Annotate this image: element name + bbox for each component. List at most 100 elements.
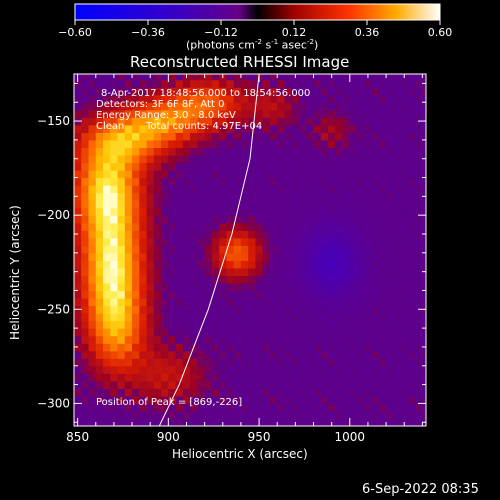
heatmap-cell xyxy=(313,260,322,269)
heatmap-cell xyxy=(277,388,286,397)
heatmap-cell xyxy=(335,335,344,344)
heatmap-cell xyxy=(378,87,387,96)
heatmap-cell xyxy=(298,109,307,118)
heatmap-cell xyxy=(371,154,380,164)
heatmap-cell xyxy=(393,313,402,322)
heatmap-cell xyxy=(240,74,249,81)
heatmap-cell xyxy=(248,365,257,374)
heatmap-cell xyxy=(342,403,351,412)
heatmap-cell xyxy=(269,305,278,314)
heatmap-cell xyxy=(81,215,90,224)
heatmap-cell xyxy=(298,154,307,164)
heatmap-cell xyxy=(386,109,394,118)
heatmap-cell xyxy=(146,237,155,246)
heatmap-cell xyxy=(306,154,315,164)
heatmap-cell xyxy=(88,170,97,179)
heatmap-cell xyxy=(233,162,242,171)
heatmap-cell xyxy=(103,109,111,118)
heatmap-cell xyxy=(313,124,322,133)
heatmap-cell xyxy=(407,154,416,164)
heatmap-cell xyxy=(139,410,148,420)
heatmap-cell xyxy=(95,79,104,88)
heatmap-cell xyxy=(219,139,228,149)
heatmap-cell xyxy=(233,418,242,426)
heatmap-cell xyxy=(139,418,148,426)
heatmap-cell xyxy=(74,275,82,284)
heatmap-cell xyxy=(269,154,278,164)
heatmap-cell xyxy=(298,124,307,133)
heatmap-cell xyxy=(269,237,278,246)
heatmap-cell xyxy=(313,109,322,118)
heatmap-cell xyxy=(393,298,402,307)
heatmap-cell xyxy=(219,275,228,284)
heatmap-cell xyxy=(211,328,220,337)
heatmap-cell xyxy=(342,154,351,164)
heatmap-cell xyxy=(226,94,235,103)
heatmap-cell xyxy=(139,177,148,186)
heatmap-cell xyxy=(81,395,90,405)
heatmap-cell xyxy=(248,177,257,186)
heatmap-cell xyxy=(204,222,213,231)
heatmap-cell xyxy=(248,162,257,171)
heatmap-cell xyxy=(400,162,409,171)
heatmap-cell xyxy=(415,267,423,277)
heatmap-cell xyxy=(291,177,300,186)
heatmap-cell xyxy=(204,200,213,209)
heatmap-cell xyxy=(415,282,423,292)
heatmap-cell xyxy=(139,373,148,382)
heatmap-cell xyxy=(248,298,257,307)
heatmap-cell xyxy=(74,177,82,186)
heatmap-cell xyxy=(153,305,162,314)
heatmap-cell xyxy=(364,260,373,269)
heatmap-cell xyxy=(371,282,380,292)
heatmap-cell xyxy=(335,94,344,103)
heatmap-cell xyxy=(233,124,242,133)
heatmap-cell xyxy=(320,252,329,261)
heatmap-cell xyxy=(306,245,315,254)
heatmap-cell xyxy=(262,358,271,367)
heatmap-cell xyxy=(219,222,228,231)
heatmap-cell xyxy=(269,298,278,307)
heatmap-cell xyxy=(291,252,300,261)
heatmap-cell xyxy=(298,380,307,389)
heatmap-cell xyxy=(139,388,148,397)
heatmap-cell xyxy=(342,139,351,149)
heatmap-cell xyxy=(277,215,286,224)
heatmap-cell xyxy=(81,147,90,156)
heatmap-cell xyxy=(335,207,344,216)
heatmap-cell xyxy=(262,162,271,171)
heatmap-cell xyxy=(197,388,206,397)
heatmap-cell xyxy=(255,365,264,374)
heatmap-cell xyxy=(153,267,162,277)
heatmap-cell xyxy=(284,410,293,420)
heatmap-cell xyxy=(168,365,177,374)
heatmap-cell xyxy=(342,395,351,405)
heatmap-cell xyxy=(211,139,220,149)
heatmap-cell xyxy=(219,410,228,420)
heatmap-cell xyxy=(81,335,90,344)
heatmap-cell xyxy=(117,230,126,239)
heatmap-cell xyxy=(161,222,169,231)
heatmap-cell xyxy=(386,380,394,389)
heatmap-cell xyxy=(320,230,329,239)
heatmap-cell xyxy=(197,260,206,269)
heatmap-cell xyxy=(371,380,380,389)
heatmap-cell xyxy=(386,230,394,239)
heatmap-cell xyxy=(139,222,148,231)
heatmap-cell xyxy=(284,147,293,156)
heatmap-cell xyxy=(168,373,177,382)
heatmap-cell xyxy=(364,154,373,164)
heatmap-cell xyxy=(422,298,426,307)
heatmap-cell xyxy=(320,222,329,231)
heatmap-cell xyxy=(364,343,373,352)
heatmap-cell xyxy=(400,328,409,337)
heatmap-cell xyxy=(357,94,365,103)
heatmap-cell xyxy=(204,154,213,164)
heatmap-cell xyxy=(204,350,213,359)
heatmap-cell xyxy=(335,102,344,111)
heatmap-cell xyxy=(182,79,191,88)
heatmap-cell xyxy=(168,388,177,397)
heatmap-cell xyxy=(226,207,235,216)
heatmap-cell xyxy=(161,267,169,277)
heatmap-cell xyxy=(371,139,380,149)
